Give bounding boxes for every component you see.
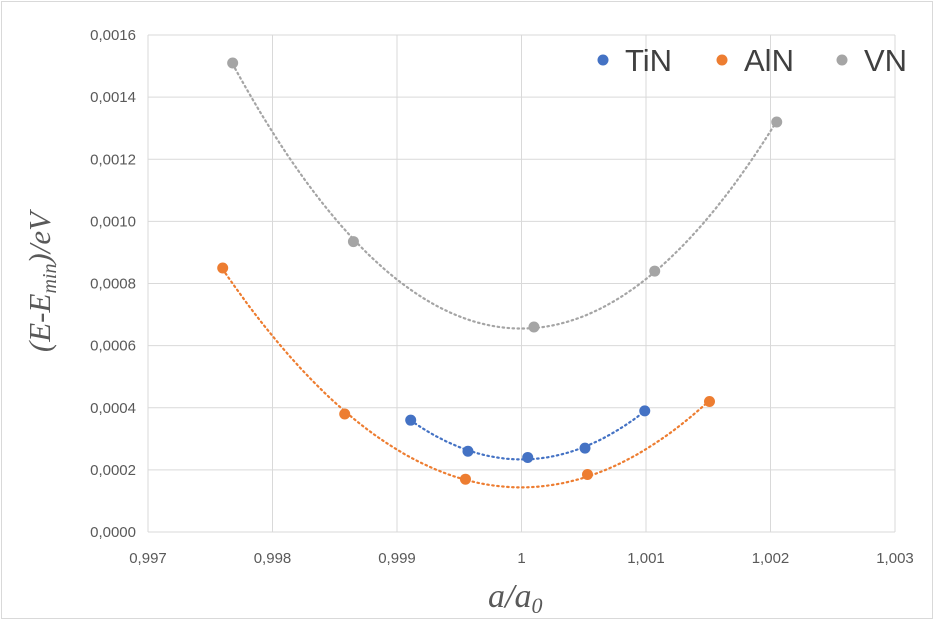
point-aln [460, 474, 471, 485]
x-tick-label: 1 [517, 550, 525, 567]
point-tin [579, 443, 590, 454]
legend-marker-vn [837, 55, 848, 66]
point-vn [348, 236, 359, 247]
point-vn [771, 116, 782, 127]
point-aln [582, 469, 593, 480]
legend-marker-aln [717, 55, 728, 66]
x-tick-label: 0,997 [129, 550, 167, 567]
x-tick-label: 1,003 [876, 550, 914, 567]
trendline-vn [233, 64, 777, 328]
legend-label-tin: TiN [625, 43, 672, 78]
y-tick-label: 0,0008 [90, 276, 136, 293]
x-tick-label: 0,999 [378, 550, 416, 567]
legend-marker-tin [598, 55, 609, 66]
point-tin [522, 452, 533, 463]
x-axis-title: a/a0 [488, 578, 542, 618]
point-aln [217, 262, 228, 273]
grid [148, 35, 895, 532]
x-tick-label: 1,002 [752, 550, 790, 567]
y-axis-title: (E-Emin)/eV [22, 209, 61, 352]
trendlines [223, 64, 777, 487]
legend-label-aln: AlN [744, 43, 794, 78]
point-vn [227, 57, 238, 68]
y-tick-label: 0,0016 [90, 27, 136, 44]
data-points [217, 57, 782, 484]
point-vn [528, 321, 539, 332]
x-tick-label: 0,998 [254, 550, 292, 567]
legend: TiN AlN VN [598, 43, 908, 78]
x-tick-labels: 0,997 0,998 0,999 1 1,001 1,002 1,003 [129, 550, 914, 567]
y-tick-label: 0,0010 [90, 213, 136, 230]
point-tin [405, 415, 416, 426]
point-vn [649, 266, 660, 277]
point-aln [339, 408, 350, 419]
y-tick-label: 0,0004 [90, 400, 136, 417]
point-aln [704, 396, 715, 407]
y-tick-labels: 0,0000 0,0002 0,0004 0,0006 0,0008 0,0010 0,00… [90, 27, 136, 541]
x-tick-label: 1,001 [627, 550, 665, 567]
point-tin [462, 446, 473, 457]
y-tick-label: 0,0014 [90, 89, 136, 106]
y-tick-label: 0,0002 [90, 462, 136, 479]
y-tick-label: 0,0012 [90, 151, 136, 168]
y-tick-label: 0,0000 [90, 524, 136, 541]
y-tick-label: 0,0006 [90, 338, 136, 355]
legend-label-vn: VN [864, 43, 907, 78]
point-tin [639, 405, 650, 416]
